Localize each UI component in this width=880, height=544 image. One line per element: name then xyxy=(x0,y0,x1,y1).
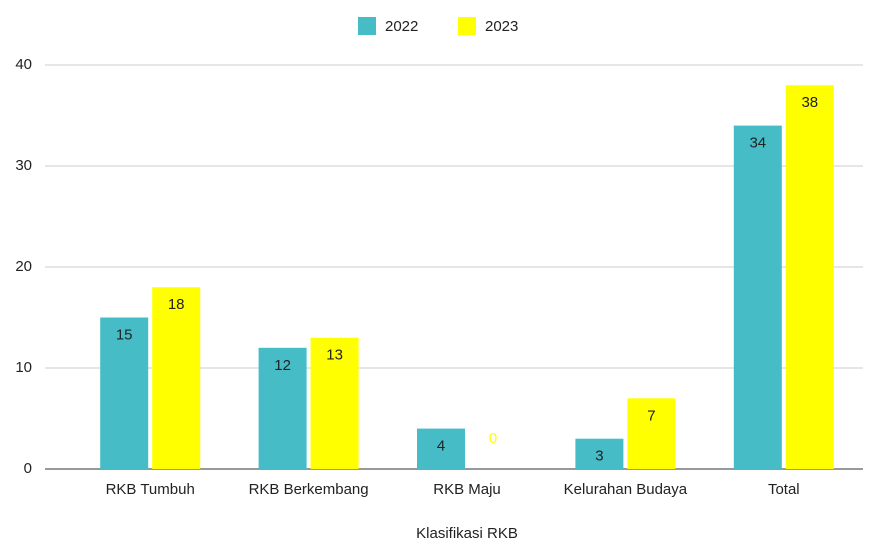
data-label: 0 xyxy=(489,430,497,447)
y-tick-label: 20 xyxy=(15,258,32,275)
data-label: 15 xyxy=(116,326,133,343)
bar xyxy=(575,438,624,469)
bar xyxy=(627,398,676,469)
data-label: 38 xyxy=(801,94,818,111)
data-label: 34 xyxy=(749,135,766,152)
data-label: 13 xyxy=(326,347,343,364)
bar xyxy=(310,337,359,469)
bar xyxy=(785,85,834,469)
x-tick-label: Kelurahan Budaya xyxy=(564,481,688,498)
y-tick-label: 40 xyxy=(15,56,32,73)
x-tick-label: Total xyxy=(768,481,800,498)
legend-label: 2022 xyxy=(385,18,418,35)
y-tick-label: 30 xyxy=(15,157,32,174)
legend-swatch xyxy=(358,17,376,35)
bar xyxy=(100,317,149,469)
x-tick-label: RKB Berkembang xyxy=(249,481,369,498)
bar xyxy=(152,287,201,469)
data-label: 3 xyxy=(595,448,603,465)
bar xyxy=(733,125,782,469)
bar xyxy=(417,428,465,469)
data-label: 18 xyxy=(168,296,185,313)
data-label: 4 xyxy=(437,438,445,455)
legend-label: 2023 xyxy=(485,18,518,35)
y-tick-label: 10 xyxy=(15,359,32,376)
data-label: 7 xyxy=(647,407,655,424)
x-tick-label: RKB Tumbuh xyxy=(106,481,195,498)
y-tick-label: 0 xyxy=(24,460,32,477)
bar xyxy=(258,347,307,469)
x-tick-label: RKB Maju xyxy=(433,481,501,498)
x-axis-label: Klasifikasi RKB xyxy=(416,525,518,542)
legend-swatch xyxy=(458,17,476,35)
data-label: 12 xyxy=(274,357,291,374)
